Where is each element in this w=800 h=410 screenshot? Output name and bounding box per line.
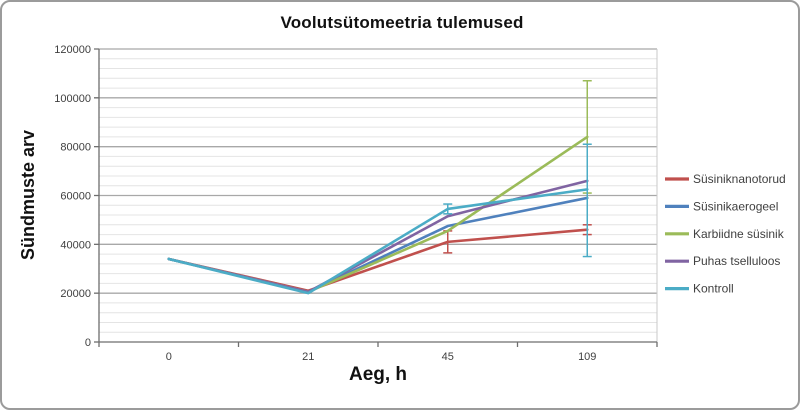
legend-label: Karbiidne süsinik [693, 227, 785, 241]
series-line-5 [167, 188, 589, 295]
y-tick-label: 20000 [60, 288, 91, 300]
x-tick-label: 109 [578, 351, 596, 363]
y-tick-label: 0 [85, 337, 91, 349]
y-tick-label: 80000 [60, 142, 91, 154]
y-tick-label: 120000 [54, 44, 91, 56]
legend-label: Kontroll [693, 282, 734, 296]
y-tick-label: 40000 [60, 239, 91, 251]
x-tick-label: 0 [166, 351, 172, 363]
y-tick-label: 60000 [60, 191, 91, 203]
legend-label: Puhas tselluloos [693, 254, 780, 268]
y-axis-title: Sündmuste arv [18, 129, 38, 261]
x-tick-label: 45 [442, 351, 454, 363]
y-tick-label: 100000 [54, 93, 91, 105]
chart-title: Voolutsütomeetria tulemused [280, 13, 524, 32]
series-line-3 [167, 135, 589, 294]
x-axis-title: Aeg, h [348, 364, 408, 385]
legend-label: Süsiniknanotorud [693, 172, 786, 186]
legend-label: Süsinikaerogeel [693, 199, 778, 213]
x-tick-label: 21 [302, 351, 314, 363]
